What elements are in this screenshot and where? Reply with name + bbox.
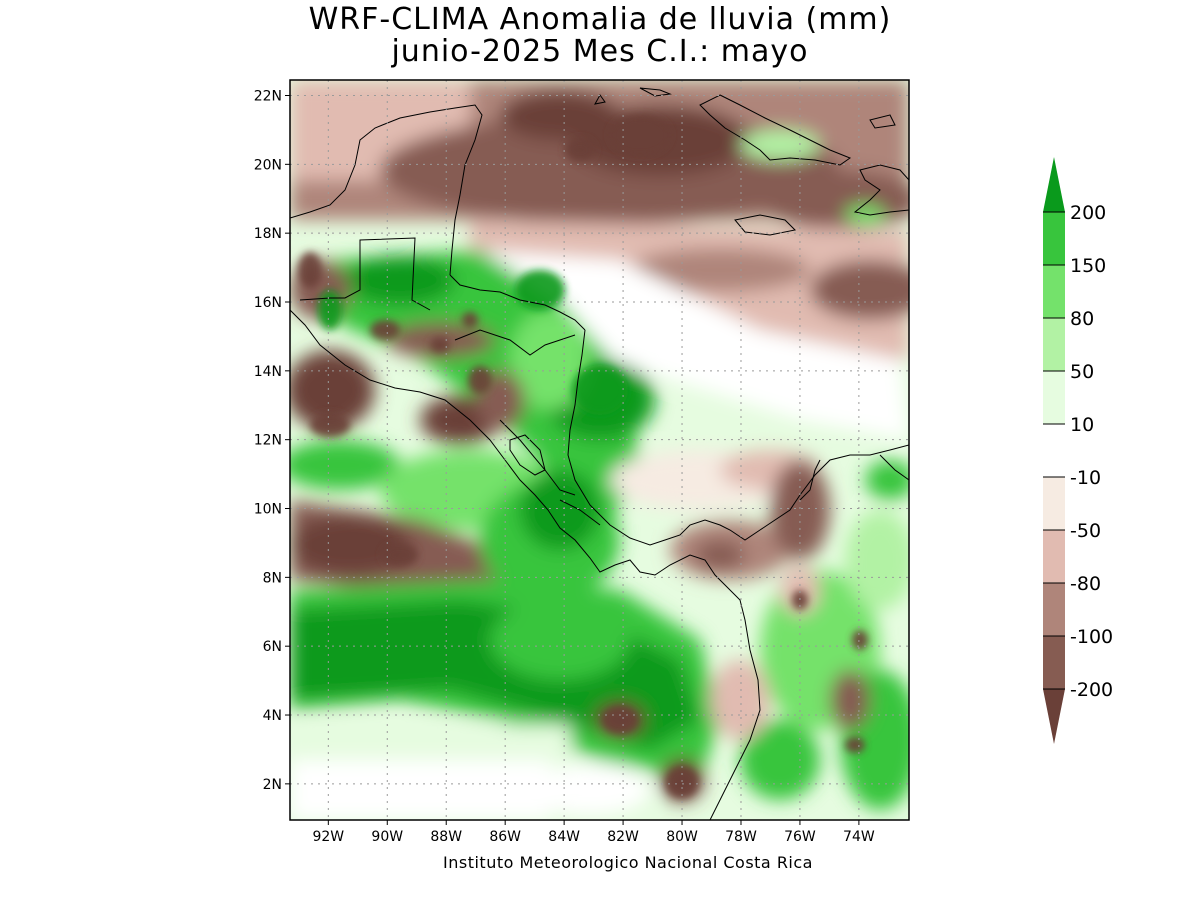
- colorbar-swatch: [1043, 477, 1065, 530]
- coastlines: [290, 87, 909, 820]
- colorbar-label: -80: [1070, 573, 1101, 595]
- colorbar-swatch: [1043, 424, 1065, 477]
- colorbar-label: -100: [1070, 626, 1113, 648]
- lat-tick-label: 2N: [263, 777, 282, 793]
- credit-text: Instituto Meteorologico Nacional Costa R…: [443, 853, 813, 872]
- colorbar-swatch: [1043, 583, 1065, 636]
- colorbar-label: 200: [1070, 202, 1106, 224]
- colorbar-label: 50: [1070, 361, 1094, 383]
- colorbar-swatch: [1043, 318, 1065, 371]
- lat-tick-label: 18N: [254, 226, 282, 242]
- colorbar-top-arrow: [1043, 157, 1065, 212]
- lat-tick-label: 10N: [254, 502, 282, 518]
- colorbar-label: -200: [1070, 679, 1113, 701]
- colorbar-label: 150: [1070, 255, 1106, 277]
- lon-tick-label: 88W: [430, 829, 462, 845]
- lat-tick-label: 14N: [254, 364, 282, 380]
- lon-tick-label: 76W: [784, 829, 816, 845]
- lat-tick-label: 4N: [263, 708, 282, 724]
- colorbar-label: -50: [1070, 520, 1101, 542]
- colorbar: 200 150 80 50 10 -10 -50 -80 -100 -200: [1043, 157, 1113, 744]
- lon-tick-label: 80W: [666, 829, 698, 845]
- colorbar-swatch: [1043, 530, 1065, 583]
- gridlines: [290, 80, 909, 820]
- lat-tick-label: 22N: [254, 88, 282, 104]
- lon-tick-label: 84W: [548, 829, 580, 845]
- anomaly-field: [290, 80, 909, 820]
- lon-tick-label: 78W: [725, 829, 757, 845]
- lon-tick-label: 74W: [843, 829, 875, 845]
- longitude-axis: 92W 90W 88W 86W 84W 82W 80W 78W 76W 74W: [312, 820, 875, 845]
- colorbar-bottom-arrow: [1043, 689, 1065, 744]
- lon-tick-label: 82W: [607, 829, 639, 845]
- lat-tick-label: 8N: [263, 570, 282, 586]
- colorbar-label: 10: [1070, 414, 1094, 436]
- lon-tick-label: 92W: [312, 829, 344, 845]
- lon-tick-label: 90W: [371, 829, 403, 845]
- lat-tick-label: 20N: [254, 157, 282, 173]
- lat-tick-label: 16N: [254, 295, 282, 311]
- colorbar-swatch: [1043, 265, 1065, 318]
- lon-tick-label: 86W: [489, 829, 521, 845]
- colorbar-label: -10: [1070, 467, 1101, 489]
- lat-tick-label: 12N: [254, 433, 282, 449]
- latitude-axis: 22N 20N 18N 16N 14N 12N 10N 8N 6N 4N 2N: [254, 88, 290, 793]
- colorbar-swatch: [1043, 371, 1065, 424]
- colorbar-swatch: [1043, 212, 1065, 265]
- colorbar-swatch: [1043, 636, 1065, 689]
- map-title: WRF-CLIMA Anomalia de lluvia (mm): [308, 2, 892, 37]
- colorbar-label: 80: [1070, 308, 1094, 330]
- lat-tick-label: 6N: [263, 639, 282, 655]
- map-frame: [289, 79, 910, 821]
- map-subtitle: junio-2025 Mes C.I.: mayo: [391, 34, 809, 69]
